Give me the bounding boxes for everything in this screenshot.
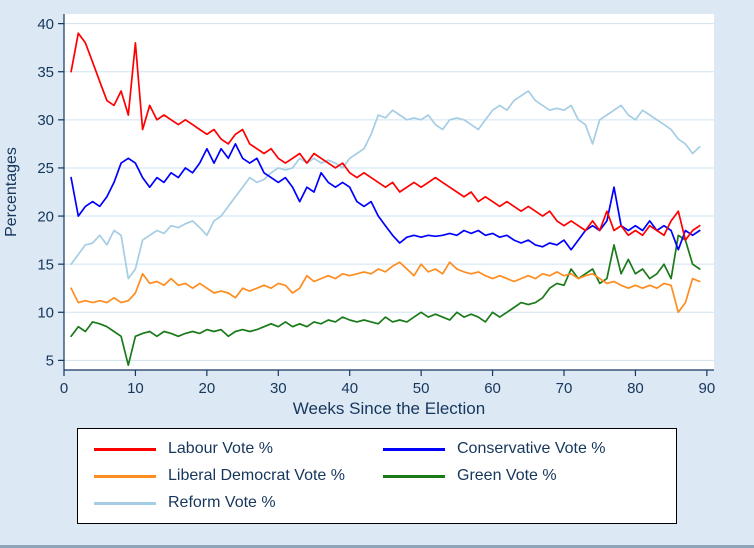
svg-text:70: 70 <box>556 380 573 397</box>
legend-label-green: Green Vote % <box>457 467 557 484</box>
svg-text:Percentages: Percentages <box>3 147 20 237</box>
poll-line-chart: 5 10 15 20 25 30 35 40 0 10 20 30 40 50 60 70 80 90 Weeks … <box>3 14 716 418</box>
svg-text:80: 80 <box>627 380 644 397</box>
svg-text:Weeks Since the Election: Weeks Since the Election <box>293 399 485 418</box>
svg-text:40: 40 <box>37 16 54 33</box>
svg-text:30: 30 <box>270 380 287 397</box>
labour-line-swatch <box>94 447 156 451</box>
legend-item-reform: Reform Vote % <box>94 493 371 513</box>
legend-item-green: Green Vote % <box>383 466 660 486</box>
legend-label-conservative: Conservative Vote % <box>457 440 606 457</box>
svg-text:25: 25 <box>37 160 54 177</box>
svg-text:15: 15 <box>37 256 54 273</box>
svg-text:20: 20 <box>37 208 54 225</box>
svg-text:90: 90 <box>699 380 716 397</box>
svg-text:40: 40 <box>341 380 358 397</box>
svg-text:30: 30 <box>37 112 54 129</box>
svg-text:35: 35 <box>37 64 54 81</box>
reform-line-swatch <box>94 501 156 505</box>
svg-text:5: 5 <box>46 353 54 370</box>
svg-text:50: 50 <box>413 380 430 397</box>
legend-item-labour: Labour Vote % <box>94 439 371 459</box>
conservative-line-swatch <box>383 447 445 451</box>
green-line-swatch <box>383 474 445 478</box>
chart-legend: Labour Vote % Conservative Vote % Libera… <box>77 428 677 524</box>
legend-label-libdem: Liberal Democrat Vote % <box>168 467 345 484</box>
libdem-line-swatch <box>94 474 156 478</box>
svg-text:60: 60 <box>484 380 501 397</box>
legend-item-libdem: Liberal Democrat Vote % <box>94 466 371 486</box>
svg-text:10: 10 <box>37 305 54 322</box>
legend-label-reform: Reform Vote % <box>168 494 276 511</box>
svg-text:0: 0 <box>60 380 68 397</box>
svg-text:20: 20 <box>199 380 216 397</box>
legend-item-conservative: Conservative Vote % <box>383 439 660 459</box>
legend-label-labour: Labour Vote % <box>168 440 273 457</box>
svg-text:10: 10 <box>127 380 144 397</box>
